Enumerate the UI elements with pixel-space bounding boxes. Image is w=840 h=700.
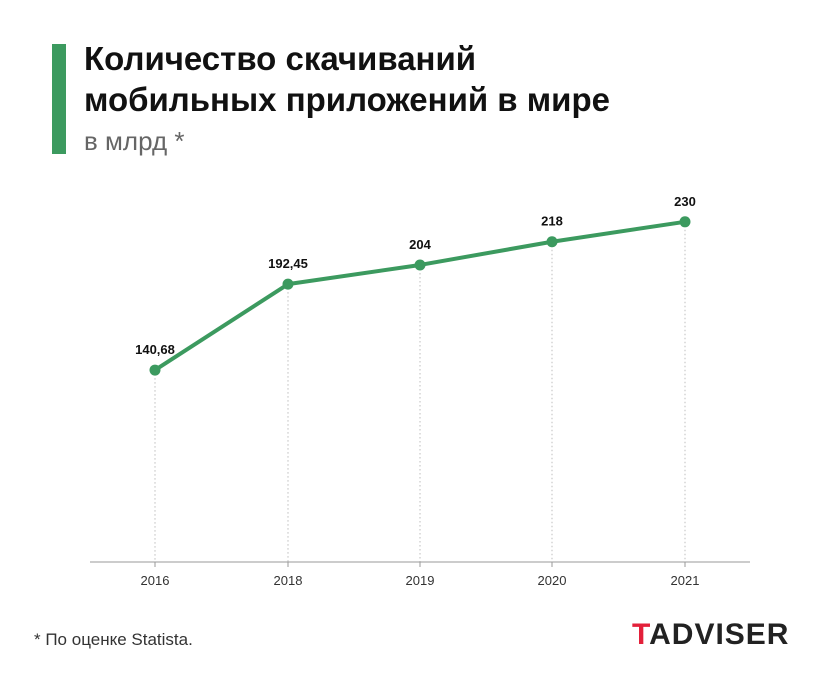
data-label-2019: 204 [409,237,431,252]
data-point-2019 [414,259,426,271]
chart-title-line-2: мобильных приложений в мире [84,81,610,118]
x-tick-label-2018: 2018 [274,573,303,588]
data-point-2021 [679,216,691,228]
x-tick-label-2021: 2021 [671,573,700,588]
title-accent-bar [52,44,66,154]
data-point-2020 [546,236,558,248]
x-tick-label-2016: 2016 [141,573,170,588]
data-label-2016: 140,68 [135,342,175,357]
chart-title-line-1: Количество скачиваний [84,40,477,77]
data-label-2018: 192,45 [268,256,308,271]
data-label-2021: 230 [674,194,696,209]
chart-subtitle: в млрд * [84,126,185,156]
chart-title: Количество скачиваний мобильных приложен… [84,38,784,120]
x-tick-label-2020: 2020 [538,573,567,588]
data-point-2016 [149,364,161,376]
tadviser-logo: TADVISER [632,618,789,652]
x-tick-label-2019: 2019 [406,573,435,588]
data-point-2018 [282,278,294,290]
data-label-2020: 218 [541,214,563,229]
line-chart: 2016 2018 2019 2020 2021 140,68 192,45 204 218 23… [90,194,750,588]
logo-letter-t: T [632,618,650,651]
logo-word: ADVISER [649,618,790,651]
footnote: * По оценке Statista. [34,630,193,649]
